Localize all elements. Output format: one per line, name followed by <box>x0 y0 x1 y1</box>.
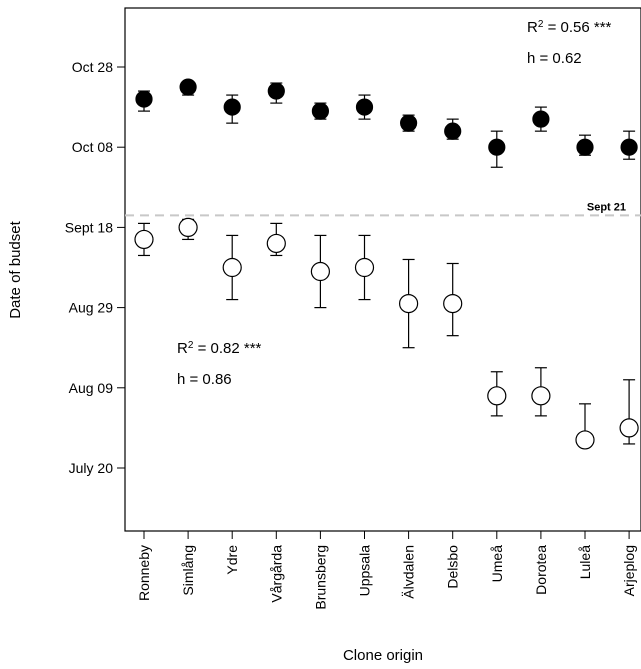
data-point-open <box>443 293 463 314</box>
data-point-open <box>134 229 154 250</box>
data-point-open <box>178 217 198 237</box>
heritability-annotation: h = 0.86 <box>177 371 232 388</box>
data-point-open <box>266 233 286 254</box>
y-tick-label: Sept 18 <box>65 219 113 235</box>
data-point-filled <box>576 138 594 156</box>
x-tick-label: Umeå <box>489 545 505 583</box>
data-point-filled <box>532 110 550 128</box>
plot-frame <box>124 7 641 532</box>
data-point-filled <box>488 138 506 156</box>
x-tick-label: Luleå <box>577 545 593 579</box>
y-tick-label: Oct 28 <box>72 59 113 75</box>
data-point-filled <box>355 98 374 116</box>
data-point-filled <box>267 82 285 100</box>
data-point-open <box>487 386 507 406</box>
data-point-filled <box>135 90 153 108</box>
y-tick-label: Oct 08 <box>72 139 113 155</box>
r2-annotation: R2 = 0.82 *** <box>177 340 262 358</box>
y-tick-label: Aug 09 <box>69 380 114 396</box>
data-point-open <box>310 261 330 282</box>
y-tick-label: Aug 29 <box>69 300 114 316</box>
heritability-annotation: h = 0.62 <box>527 50 582 67</box>
x-tick-label: Ronneby <box>136 545 152 601</box>
data-point-open <box>354 257 375 278</box>
x-tick-label: Simlång <box>180 545 196 596</box>
data-point-filled <box>179 78 197 96</box>
data-point-open <box>222 257 242 278</box>
data-point-filled <box>223 98 241 116</box>
data-point-open <box>531 386 551 406</box>
x-tick-label: Vårgårda <box>268 545 284 603</box>
x-tick-label: Dorotea <box>533 545 549 595</box>
data-point-open <box>619 418 639 438</box>
data-point-filled <box>311 102 329 120</box>
data-point-open <box>399 293 419 314</box>
x-tick-label: Delsbo <box>445 545 461 589</box>
data-point-filled <box>620 138 638 156</box>
x-tick-label: Uppsala <box>357 545 373 597</box>
x-tick-label: Ydre <box>224 545 240 575</box>
y-tick-label: July 20 <box>69 460 114 476</box>
x-tick-label: Brunsberg <box>312 545 328 610</box>
data-point-filled <box>444 122 462 140</box>
x-tick-label: Arjeplog <box>621 545 637 596</box>
x-axis-label: Clone origin <box>343 647 423 664</box>
y-axis-label: Date of budset <box>7 220 24 318</box>
r2-annotation: R2 = 0.56 *** <box>527 19 612 37</box>
reference-line-label: Sept 21 <box>587 201 626 213</box>
data-point-filled <box>400 114 418 132</box>
x-tick-label: Älvdalen <box>401 545 417 599</box>
data-point-open <box>575 430 595 450</box>
